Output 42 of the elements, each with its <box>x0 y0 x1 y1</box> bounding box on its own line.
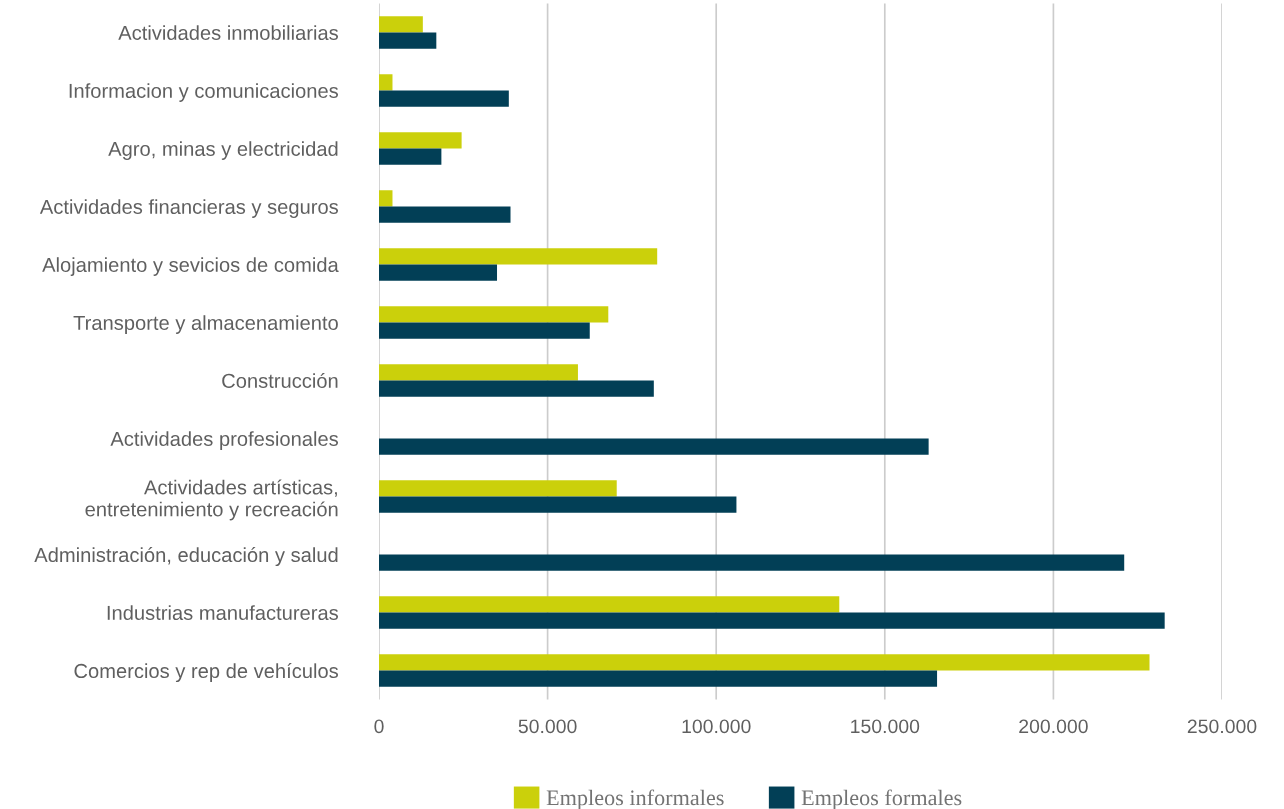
bar <box>379 380 654 397</box>
bar <box>379 438 929 455</box>
x-tick-label: 200.000 <box>1019 719 1088 734</box>
y-tick-label: Construcción <box>222 372 338 388</box>
x-tick-label: 250.000 <box>1187 719 1257 734</box>
bar <box>379 132 462 149</box>
y-tick-label: Actividades artísticas, entretenimiento y recreación <box>85 479 338 521</box>
bar <box>379 16 423 33</box>
bar <box>379 322 590 339</box>
bar <box>379 364 578 381</box>
x-tick-label: 50.000 <box>518 719 577 734</box>
bar <box>379 248 658 265</box>
bar <box>379 654 1150 671</box>
bar <box>379 480 617 497</box>
y-tick-label: Transporte y almacenamiento <box>73 315 338 334</box>
bar <box>379 74 393 91</box>
y-tick-label: Industrias manufactureras <box>107 605 339 620</box>
bar <box>379 264 498 281</box>
y-tick-label: Alojamiento y sevicios de comida <box>42 257 339 276</box>
bar <box>379 596 840 613</box>
y-tick-label: Agro, minas y electricidad <box>108 141 338 160</box>
bar <box>379 612 1165 629</box>
bar <box>379 306 609 323</box>
x-tick-label: 0 <box>374 719 384 734</box>
bar <box>379 206 511 223</box>
x-tick-label: 150.000 <box>851 719 920 734</box>
bar <box>379 148 442 165</box>
bar <box>379 496 737 513</box>
y-tick-label: Informacion y comunicaciones <box>69 83 339 102</box>
legend-label: Empleos formales <box>801 789 962 809</box>
bar <box>379 190 393 207</box>
y-tick-label: Actividades inmobiliarias <box>118 25 338 40</box>
y-tick-label: Administración, educación y salud <box>34 547 338 567</box>
legend-label: Empleos informales <box>546 789 724 809</box>
y-tick-label: Actividades profesionales <box>110 431 339 450</box>
bar <box>379 554 1125 571</box>
bar <box>379 670 938 687</box>
y-tick-label: Actividades financieras y seguros <box>39 199 339 218</box>
bar <box>379 90 509 107</box>
y-tick-label: Comercios y rep de vehículos <box>74 663 339 683</box>
bar <box>379 32 437 49</box>
x-tick-label: 100.000 <box>682 719 751 734</box>
